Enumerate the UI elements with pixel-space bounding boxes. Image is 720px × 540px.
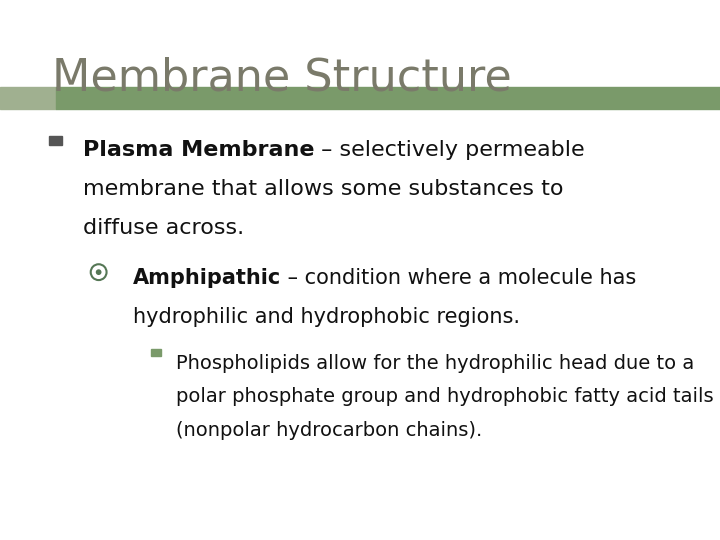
Ellipse shape bbox=[96, 269, 102, 275]
Text: – condition where a molecule has: – condition where a molecule has bbox=[282, 268, 636, 288]
Bar bbox=[0, 87, 56, 109]
Bar bbox=[56, 87, 720, 109]
Bar bbox=[151, 349, 161, 356]
Bar bbox=[49, 136, 62, 145]
Text: Amphipathic: Amphipathic bbox=[133, 268, 282, 288]
Text: diffuse across.: diffuse across. bbox=[83, 218, 244, 238]
Text: hydrophilic and hydrophobic regions.: hydrophilic and hydrophobic regions. bbox=[133, 307, 521, 327]
Text: polar phosphate group and hydrophobic fatty acid tails: polar phosphate group and hydrophobic fa… bbox=[176, 387, 714, 406]
Text: Plasma Membrane: Plasma Membrane bbox=[83, 140, 315, 160]
Text: membrane that allows some substances to: membrane that allows some substances to bbox=[83, 179, 563, 199]
Text: (nonpolar hydrocarbon chains).: (nonpolar hydrocarbon chains). bbox=[176, 421, 482, 440]
Text: Membrane Structure: Membrane Structure bbox=[52, 57, 512, 100]
Text: – selectively permeable: – selectively permeable bbox=[315, 140, 585, 160]
Text: Phospholipids allow for the hydrophilic head due to a: Phospholipids allow for the hydrophilic … bbox=[176, 354, 695, 373]
